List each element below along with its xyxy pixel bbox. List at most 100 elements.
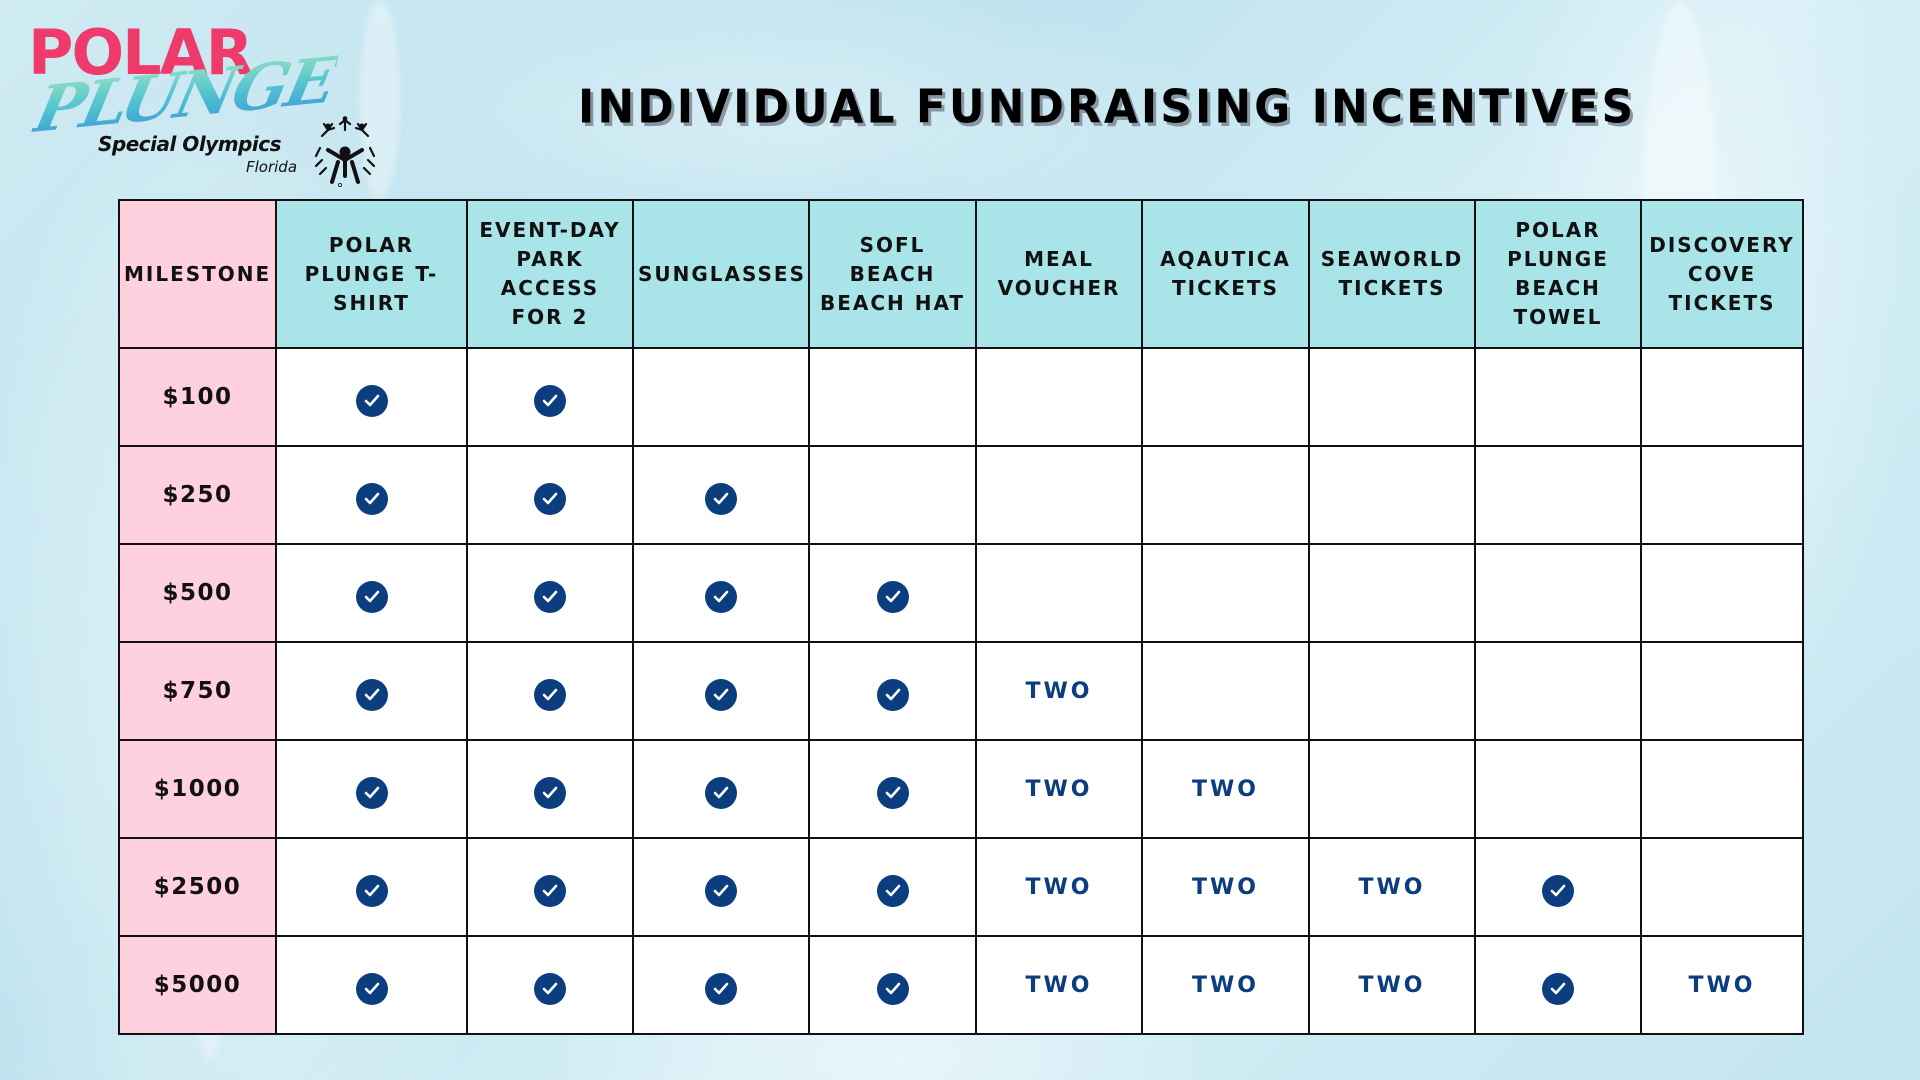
incentive-cell bbox=[1308, 543, 1476, 643]
incentive-cell bbox=[1640, 837, 1804, 937]
milestone-cell: $2500 bbox=[118, 837, 277, 937]
incentive-cell bbox=[808, 935, 977, 1035]
column-header-park-access: EVENT-DAY PARK ACCESS FOR 2 bbox=[466, 199, 634, 349]
incentive-cell bbox=[275, 445, 468, 545]
quantity-label: TWO bbox=[1025, 776, 1093, 802]
check-circle-icon bbox=[1542, 875, 1574, 907]
check-circle-icon bbox=[705, 581, 737, 613]
incentive-cell bbox=[808, 739, 977, 839]
check-circle-icon bbox=[534, 483, 566, 515]
quantity-label: TWO bbox=[1358, 874, 1426, 900]
incentive-cell bbox=[1474, 837, 1642, 937]
column-header-discovery-cove: DISCOVERY COVE TICKETS bbox=[1640, 199, 1804, 349]
column-header-seaworld: SEAWORLD TICKETS bbox=[1308, 199, 1476, 349]
incentive-cell bbox=[275, 543, 468, 643]
incentive-cell bbox=[466, 837, 634, 937]
incentive-cell bbox=[1474, 739, 1642, 839]
incentive-cell: TWO bbox=[1640, 935, 1804, 1035]
incentive-cell bbox=[466, 935, 634, 1035]
incentive-cell bbox=[808, 543, 977, 643]
table-body: $100 $250 $500 $750 TWO $1000 TWO TWO $2500 TWO TW… bbox=[118, 347, 1804, 1035]
incentive-cell: TWO bbox=[1141, 837, 1310, 937]
incentive-cell bbox=[466, 739, 634, 839]
incentive-cell bbox=[1141, 445, 1310, 545]
milestone-cell: $5000 bbox=[118, 935, 277, 1035]
incentive-cell bbox=[1640, 445, 1804, 545]
incentive-cell bbox=[632, 935, 810, 1035]
incentive-cell bbox=[275, 347, 468, 447]
incentive-cell: TWO bbox=[1141, 935, 1310, 1035]
check-circle-icon bbox=[1542, 973, 1574, 1005]
incentive-cell bbox=[975, 445, 1143, 545]
incentive-cell bbox=[1474, 543, 1642, 643]
incentive-cell bbox=[1141, 347, 1310, 447]
incentive-cell bbox=[1640, 641, 1804, 741]
check-circle-icon bbox=[355, 679, 388, 711]
incentive-cell bbox=[1308, 445, 1476, 545]
incentive-cell: TWO bbox=[975, 641, 1143, 741]
incentive-cell bbox=[1141, 543, 1310, 643]
incentive-cell bbox=[808, 837, 977, 937]
column-header-tshirt: POLAR PLUNGE T-SHIRT bbox=[275, 199, 468, 349]
incentive-cell bbox=[808, 641, 977, 741]
table-row: $2500 TWO TWO TWO bbox=[118, 837, 1804, 937]
table-row: $100 bbox=[118, 347, 1804, 447]
incentive-cell bbox=[1474, 445, 1642, 545]
page-title: INDIVIDUAL FUNDRAISING INCENTIVES bbox=[578, 80, 1637, 135]
column-header-milestone: MILESTONE bbox=[118, 199, 277, 349]
incentive-cell bbox=[808, 445, 977, 545]
incentive-cell bbox=[975, 347, 1143, 447]
logo-polar-text: POLAR bbox=[28, 16, 253, 89]
check-circle-icon bbox=[355, 875, 388, 907]
incentive-cell: TWO bbox=[975, 837, 1143, 937]
incentive-cell bbox=[275, 641, 468, 741]
check-circle-icon bbox=[705, 679, 737, 711]
check-circle-icon bbox=[534, 973, 566, 1005]
incentive-cell bbox=[1640, 347, 1804, 447]
incentive-cell bbox=[632, 445, 810, 545]
check-circle-icon bbox=[876, 973, 909, 1005]
incentive-cell bbox=[466, 543, 634, 643]
column-header-sunglasses: SUNGLASSES bbox=[632, 199, 810, 349]
incentive-cell bbox=[466, 445, 634, 545]
check-circle-icon bbox=[876, 679, 909, 711]
check-circle-icon bbox=[705, 875, 737, 907]
quantity-label: TWO bbox=[1192, 972, 1259, 998]
logo-special-olympics-text: Special Olympics bbox=[98, 132, 281, 156]
incentive-cell: TWO bbox=[975, 935, 1143, 1035]
table-row: $5000 TWO TWO TWO TWO bbox=[118, 935, 1804, 1035]
milestone-cell: $750 bbox=[118, 641, 277, 741]
check-circle-icon bbox=[355, 777, 388, 809]
quantity-label: TWO bbox=[1358, 972, 1426, 998]
incentive-cell bbox=[275, 739, 468, 839]
column-header-beach-towel: POLAR PLUNGE BEACH TOWEL bbox=[1474, 199, 1642, 349]
incentive-cell bbox=[1474, 641, 1642, 741]
quantity-label: TWO bbox=[1688, 972, 1756, 998]
logo-florida-text: Florida bbox=[246, 158, 298, 176]
incentive-cell bbox=[632, 837, 810, 937]
column-header-beach-hat: SOFL BEACH BEACH HAT bbox=[808, 199, 977, 349]
incentive-cell: TWO bbox=[1308, 837, 1476, 937]
check-circle-icon bbox=[355, 581, 388, 613]
check-circle-icon bbox=[534, 777, 566, 809]
incentive-cell bbox=[1308, 641, 1476, 741]
column-header-meal-voucher: MEAL VOUCHER bbox=[975, 199, 1143, 349]
incentive-cell bbox=[632, 347, 810, 447]
incentive-cell bbox=[1474, 935, 1642, 1035]
incentive-cell: TWO bbox=[975, 739, 1143, 839]
quantity-label: TWO bbox=[1192, 874, 1259, 900]
table-row: $250 bbox=[118, 445, 1804, 545]
incentive-cell bbox=[1308, 347, 1476, 447]
incentive-cell bbox=[1640, 543, 1804, 643]
column-header-aquatica: AQAUTICA TICKETS bbox=[1141, 199, 1310, 349]
incentive-cell bbox=[1141, 641, 1310, 741]
incentive-cell bbox=[632, 543, 810, 643]
incentive-cell: TWO bbox=[1308, 935, 1476, 1035]
check-circle-icon bbox=[705, 483, 737, 515]
check-circle-icon bbox=[876, 581, 909, 613]
quantity-label: TWO bbox=[1025, 678, 1093, 704]
quantity-label: TWO bbox=[1025, 874, 1093, 900]
incentive-cell: TWO bbox=[1141, 739, 1310, 839]
check-circle-icon bbox=[705, 973, 737, 1005]
polar-plunge-logo: POLAR PLUNGE Special Olympics Florida bbox=[28, 22, 398, 192]
